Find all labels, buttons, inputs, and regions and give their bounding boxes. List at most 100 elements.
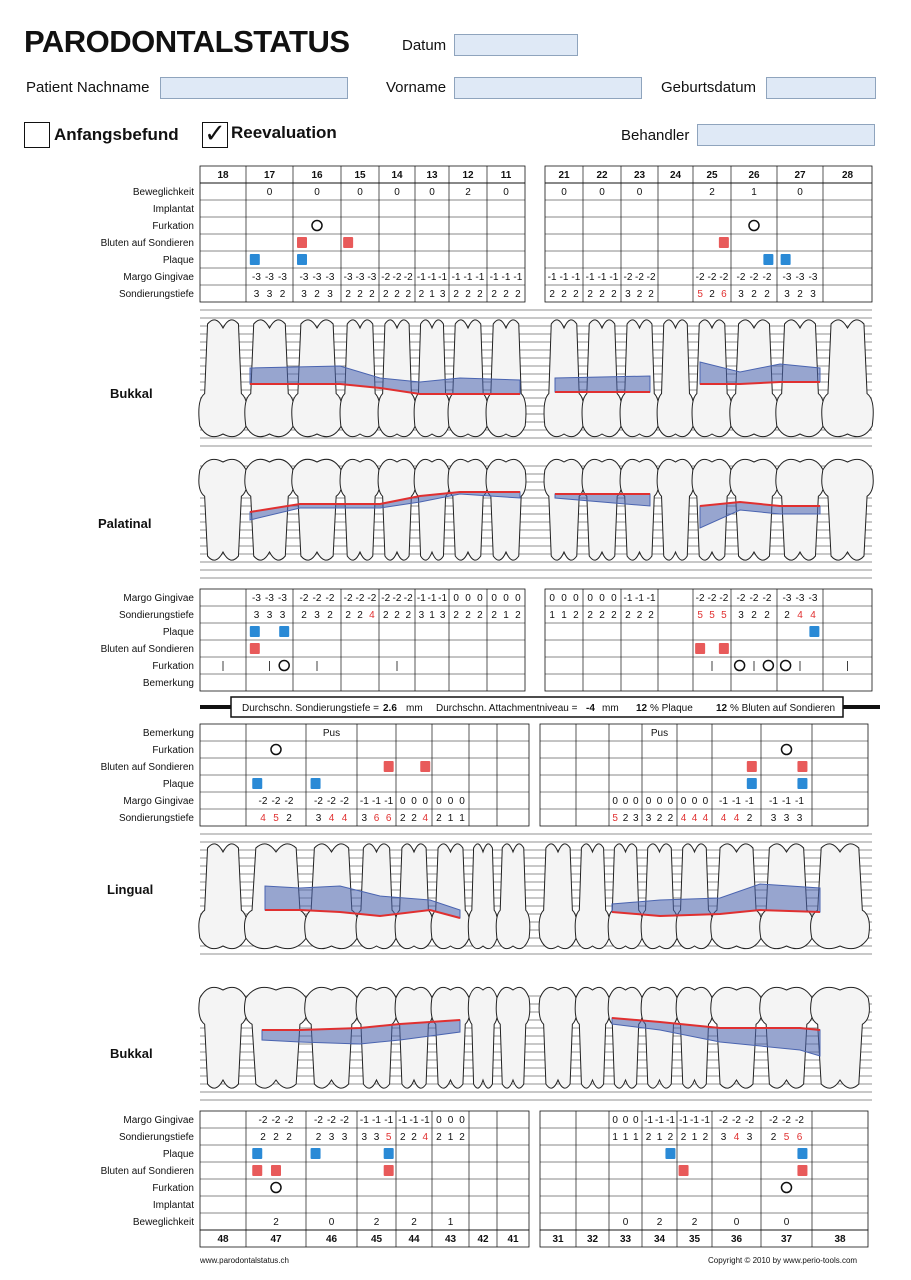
lingual-probing-value: 3 <box>784 813 790 824</box>
palatal-margo-value: -2 <box>313 593 322 604</box>
lingual-probing-value: 2 <box>286 813 292 824</box>
upper-buccal-left-tooth <box>485 319 527 438</box>
lower-margo-value: -2 <box>782 1115 791 1126</box>
palatal-left-tooth <box>413 458 451 561</box>
palatal-row-label: Furkation <box>152 661 194 672</box>
upper-margo-value: -3 <box>300 272 309 283</box>
lower-probing-value: 6 <box>797 1132 803 1143</box>
nachname-field[interactable] <box>160 77 348 99</box>
lingual-left-tooth-outline <box>198 843 248 950</box>
reevaluation-checkbox[interactable]: ✓ <box>202 120 228 148</box>
lower-margo-value: -2 <box>327 1115 336 1126</box>
bleeding-mark <box>695 643 706 654</box>
palatal-probing-value: 2 <box>357 610 363 621</box>
lingual-margo-value: 0 <box>681 796 687 807</box>
upper-buccal-row-label: Bluten auf Sondieren <box>101 238 194 249</box>
lingual-margo-value: 0 <box>623 796 629 807</box>
upper-margo-value: -3 <box>326 272 335 283</box>
plaque-mark <box>310 1148 321 1159</box>
behandler-field[interactable] <box>697 124 875 146</box>
palatal-probing-value: 3 <box>419 610 425 621</box>
palatal-probing-value: 2 <box>405 610 411 621</box>
upper-margo-value: -1 <box>438 272 447 283</box>
upper-right-grid <box>544 165 873 303</box>
palatal-right-tooth <box>821 458 874 561</box>
palatal-left-tooth <box>485 458 527 561</box>
lower-margo-value: 0 <box>436 1115 442 1126</box>
anfangsbefund-checkbox[interactable] <box>24 122 50 148</box>
upper-mobility-value: 0 <box>267 187 273 198</box>
lower-buccal-right-tooth-outline <box>538 986 578 1089</box>
palatal-probing-value: 3 <box>254 610 260 621</box>
lower-margo-value: -1 <box>666 1115 675 1126</box>
palatal-margo-value: -1 <box>438 593 447 604</box>
upper-margo-value: -2 <box>404 272 413 283</box>
lingual-left-tooth <box>198 843 248 950</box>
lingual-margo-value: -2 <box>272 796 281 807</box>
upper-margo-value: -1 <box>513 272 522 283</box>
upper-buccal-row-label: Margo Gingivae <box>123 272 194 283</box>
upper-margo-value: -2 <box>763 272 772 283</box>
geburtsdatum-field[interactable] <box>766 77 876 99</box>
lower-mobility-value: 2 <box>273 1217 279 1228</box>
palatal-row-label: Bemerkung <box>143 678 194 689</box>
palatal-margo-value: -1 <box>428 593 437 604</box>
bleeding-mark <box>383 761 394 772</box>
datum-label: Datum <box>402 37 447 54</box>
chart-grids <box>199 165 873 1248</box>
lingual-margo-value: -2 <box>285 796 294 807</box>
upper-probing-value: 2 <box>477 289 483 300</box>
nachname-label: Patient Nachname <box>26 79 150 96</box>
palatal-margo-value: -2 <box>696 593 705 604</box>
upper-probing-value: 2 <box>549 289 555 300</box>
vorname-field[interactable] <box>454 77 642 99</box>
upper-margo-value: -1 <box>464 272 473 283</box>
upper-tooth-16: 16 <box>311 170 323 181</box>
upper-margo-value: -3 <box>796 272 805 283</box>
datum-field[interactable] <box>454 34 578 56</box>
lower-buccal-right-tooth <box>607 986 644 1089</box>
lower-mobility-value: 2 <box>374 1217 380 1228</box>
lingual-margo-value: 0 <box>612 796 618 807</box>
plaque-mark <box>297 254 307 265</box>
lower-buccal-row-label: Plaque <box>163 1149 195 1160</box>
lower-buccal-left-tooth <box>495 986 531 1089</box>
upper-tooth-27: 27 <box>794 170 806 181</box>
furcation-circle <box>270 1181 282 1194</box>
upper-mobility-value: 0 <box>503 187 509 198</box>
palatal-probing-value: 5 <box>721 610 727 621</box>
furcation-circle <box>780 743 793 756</box>
upper-probing-value: 2 <box>419 289 425 300</box>
lingual-probing-value: 4 <box>260 813 266 824</box>
upper-margo-value: -1 <box>452 272 461 283</box>
lower-buccal-row-label: Furkation <box>152 1183 194 1194</box>
lower-tooth-38: 38 <box>834 1234 846 1245</box>
palatal-margo-value: 0 <box>573 593 579 604</box>
lingual-left-tooth-outline <box>394 843 434 950</box>
upper-tooth-21: 21 <box>558 170 570 181</box>
lower-buccal-label: Bukkal <box>110 1046 153 1061</box>
lingual-probing-value: 6 <box>386 813 392 824</box>
lower-buccal-left-tooth-outline <box>495 986 531 1089</box>
lower-tooth-48: 48 <box>217 1234 229 1245</box>
lower-probing-value: 1 <box>633 1132 639 1143</box>
upper-margo-value: -3 <box>278 272 287 283</box>
lingual-left-gingiva-line <box>265 908 461 919</box>
lingual-probing-value: 4 <box>329 813 335 824</box>
lower-buccal-left-tooth <box>430 986 471 1089</box>
upper-buccal-left-tooth-outline <box>413 319 451 438</box>
lingual-label: Lingual <box>107 882 153 897</box>
lower-margo-value: -1 <box>360 1115 369 1126</box>
bleeding-mark <box>718 643 729 654</box>
lingual-probing-value: 2 <box>747 813 753 824</box>
summary-box <box>230 696 844 718</box>
page-title: PARODONTALSTATUS <box>24 24 350 59</box>
lingual-margo-value: -1 <box>732 796 741 807</box>
lower-margo-value: -2 <box>769 1115 778 1126</box>
lower-margo-value: -1 <box>679 1115 688 1126</box>
palatal-right-tooth <box>581 458 623 561</box>
upper-probing-value: 2 <box>503 289 509 300</box>
palatal-margo-value: -2 <box>326 593 335 604</box>
upper-probing-value: 2 <box>491 289 497 300</box>
upper-tooth-25: 25 <box>706 170 718 181</box>
